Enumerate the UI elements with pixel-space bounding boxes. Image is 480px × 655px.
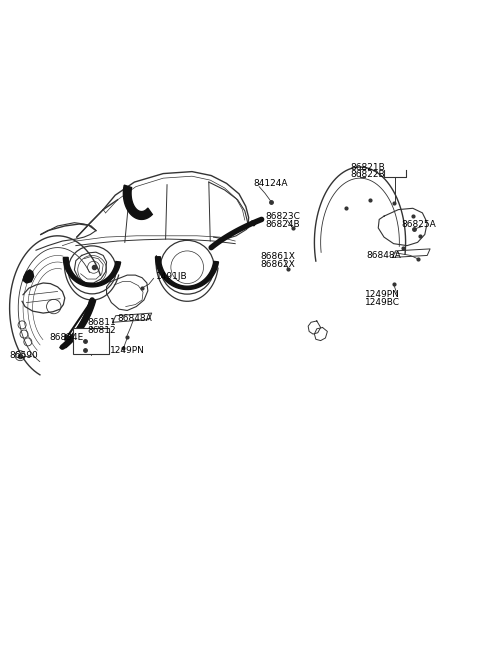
Text: 86821B: 86821B: [350, 162, 385, 172]
Text: 86590: 86590: [10, 351, 38, 360]
Polygon shape: [23, 270, 34, 283]
Text: 86824B: 86824B: [265, 219, 300, 229]
Text: 86848A: 86848A: [117, 314, 152, 324]
Text: 1249PN: 1249PN: [365, 290, 400, 299]
Text: 86861X: 86861X: [260, 252, 295, 261]
Text: 86812: 86812: [87, 326, 116, 335]
Text: 1249BC: 1249BC: [365, 298, 400, 307]
Text: 86822B: 86822B: [350, 170, 385, 179]
Polygon shape: [123, 185, 152, 219]
Polygon shape: [63, 257, 120, 287]
Polygon shape: [156, 257, 218, 290]
Text: 1491JB: 1491JB: [156, 272, 188, 281]
Text: 1249PN: 1249PN: [110, 346, 145, 355]
Text: 86811: 86811: [87, 318, 116, 327]
Text: 86862X: 86862X: [260, 260, 295, 269]
Bar: [73, 328, 109, 354]
Text: 86834E: 86834E: [49, 333, 83, 343]
Text: 86825A: 86825A: [401, 219, 436, 229]
Text: 86823C: 86823C: [265, 212, 300, 221]
Text: 84124A: 84124A: [253, 179, 288, 188]
Text: 86848A: 86848A: [367, 251, 401, 260]
